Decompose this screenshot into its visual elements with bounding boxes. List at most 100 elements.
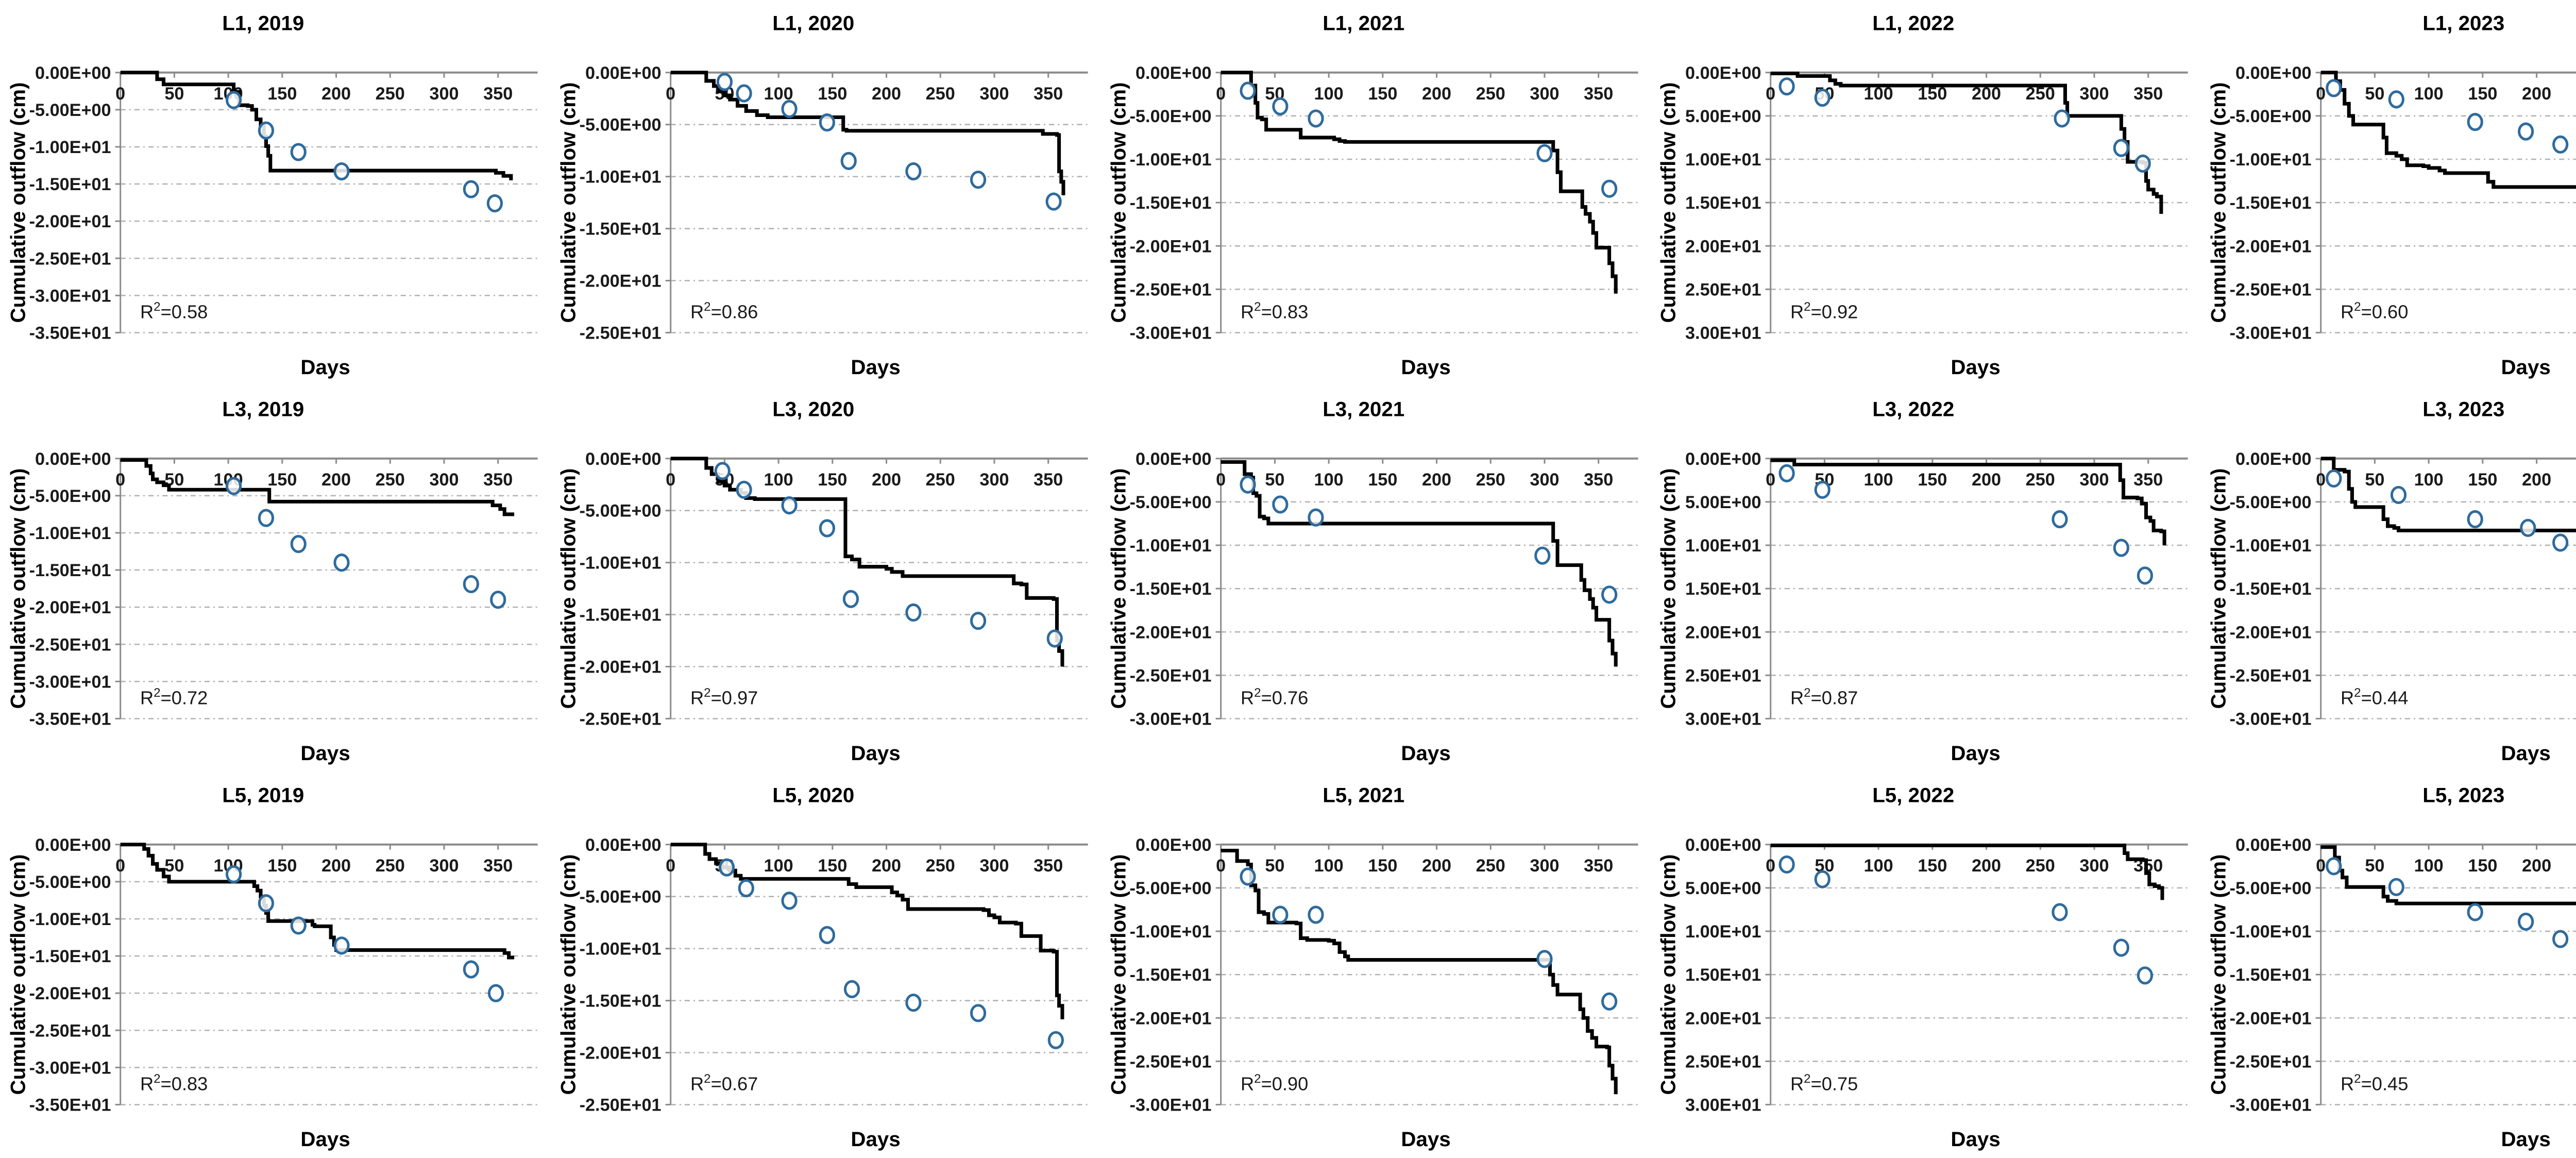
x-tick-label: 300 [429, 856, 459, 876]
y-tick-label: -5.00E+00 [579, 887, 661, 907]
observed-point [905, 162, 922, 181]
x-axis-title: Days [1951, 742, 2001, 765]
observed-point [1601, 179, 1617, 198]
x-axis-title: Days [1951, 356, 2001, 379]
y-tick-label: -3.50E+01 [29, 710, 111, 729]
y-axis-title: Cumulative outflow (cm) [556, 854, 580, 1095]
observed-point [333, 553, 350, 572]
r-squared-annotation: R2=0.75 [1790, 1072, 1858, 1094]
y-tick-label: -5.00E+00 [1129, 493, 1211, 512]
y-tick-label: -1.00E+01 [579, 553, 661, 573]
y-axis-title: Cumulative outflow (cm) [1107, 854, 1130, 1095]
observed-point [1307, 508, 1324, 527]
x-tick-label: 250 [1476, 856, 1505, 876]
y-tick-label: -2.00E+01 [579, 272, 661, 291]
y-tick-label: -1.50E+01 [2230, 965, 2312, 985]
observed-point [333, 162, 350, 181]
y-tick-label: -3.00E+01 [29, 672, 111, 692]
y-tick-label: 1.00E+01 [1685, 536, 1761, 556]
x-tick-label: 0 [1216, 84, 1226, 104]
x-tick-label: 0 [2316, 856, 2326, 876]
x-tick-label: 300 [979, 470, 1009, 490]
x-tick-label: 0 [2316, 470, 2326, 490]
x-tick-label: 250 [925, 856, 955, 876]
simulated-step-line [1221, 71, 1618, 294]
y-tick-label: -5.00E+00 [2230, 879, 2312, 898]
simulated-step-line [670, 457, 1064, 667]
chart-title: L3, 2020 [772, 397, 854, 421]
chart-svg: 0501001502002503003500.00E+00-5.00E+00-1… [2207, 783, 2576, 1151]
y-axis-title: Cumulative outflow (cm) [2207, 468, 2230, 709]
y-tick-label: 0.00E+00 [35, 449, 111, 469]
x-tick-label: 250 [1476, 84, 1505, 104]
x-tick-label: 200 [321, 84, 351, 104]
y-tick-label: -2.50E+01 [579, 1096, 661, 1115]
observed-point [819, 113, 835, 132]
y-tick-label: -1.50E+01 [1129, 579, 1211, 599]
y-tick-label: 0.00E+00 [1685, 449, 1761, 469]
observed-point [1272, 97, 1289, 115]
x-tick-label: 250 [376, 84, 405, 104]
observed-point [225, 91, 242, 109]
chart-panel-l3-2022: 0 50 100 150 200 250 300 350 0.00E+00 5.00E+00 1.0… [1650, 386, 2200, 772]
r-squared-annotation: R2=0.83 [140, 1072, 208, 1094]
y-tick-label: 1.50E+01 [1685, 579, 1761, 599]
x-tick-label: 0 [115, 470, 125, 490]
observed-point [1601, 992, 1617, 1011]
observed-point [1534, 546, 1550, 565]
y-axis-title: Cumulative outflow (cm) [1107, 468, 1130, 709]
y-tick-label: -1.50E+01 [1129, 193, 1211, 213]
y-tick-label: -1.50E+01 [579, 220, 661, 239]
x-tick-label: 350 [1033, 84, 1063, 104]
chart-svg: 0501001502002503003500.00E+00-5.00E+00-1… [6, 11, 538, 379]
observed-point [463, 575, 479, 594]
y-axis-title: Cumulative outflow (cm) [1107, 82, 1130, 323]
x-tick-label: 350 [1033, 856, 1063, 876]
y-tick-label: -5.00E+00 [579, 501, 661, 521]
observed-point [781, 99, 798, 119]
observed-point [225, 477, 242, 495]
y-tick-label: 1.00E+01 [1685, 922, 1761, 942]
y-tick-label: -3.00E+01 [2230, 710, 2312, 729]
y-axis-title: Cumulative outflow (cm) [6, 468, 29, 709]
observed-point [1240, 867, 1256, 886]
chart-title: L1, 2021 [1323, 11, 1404, 35]
x-tick-label: 150 [1368, 84, 1397, 104]
chart-title: L1, 2022 [1873, 11, 1955, 35]
x-tick-label: 150 [818, 84, 847, 104]
x-tick-label: 100 [2414, 856, 2444, 876]
x-tick-label: 350 [1584, 470, 1613, 490]
chart-panel-l5-2021: 0 50 100 150 200 250 300 350 0.00E+00 -5.00E+00 -1… [1100, 772, 1651, 1158]
x-tick-label: 200 [1422, 84, 1451, 104]
y-tick-label: -1.00E+01 [29, 524, 111, 543]
x-tick-label: 150 [1918, 856, 1947, 876]
x-tick-label: 0 [2316, 84, 2326, 104]
y-tick-label: -2.50E+01 [579, 710, 661, 729]
x-tick-label: 100 [1314, 84, 1343, 104]
simulated-step-line [2320, 71, 2576, 189]
chart-svg: 0501001502002503003500.00E+005.00E+001.0… [1657, 11, 2189, 379]
x-tick-label: 100 [1314, 470, 1343, 490]
x-tick-label: 300 [1530, 470, 1559, 490]
x-tick-label: 250 [925, 84, 955, 104]
y-tick-label: -2.00E+01 [29, 984, 111, 1003]
y-tick-label: -5.00E+00 [1129, 879, 1211, 898]
y-tick-label: -2.50E+01 [29, 635, 111, 654]
y-tick-label: -5.00E+00 [2230, 493, 2312, 512]
x-tick-label: 100 [1864, 856, 1893, 876]
observed-point [1536, 144, 1553, 162]
x-tick-label: 0 [1216, 856, 1226, 876]
x-tick-label: 200 [321, 856, 351, 876]
x-tick-label: 150 [267, 856, 297, 876]
observed-point [1778, 855, 1795, 874]
chart-panel-l1-2020: 0 50 100 150 200 250 300 350 0.00E+00 -5.00E+00 -1… [550, 0, 1100, 386]
x-tick-label: 350 [1584, 856, 1613, 876]
observed-point [970, 1004, 986, 1022]
chart-title: L5, 2020 [772, 783, 854, 807]
x-tick-label: 150 [2468, 84, 2497, 104]
chart-title: L3, 2022 [1873, 397, 1955, 421]
y-tick-label: 5.00E+00 [1685, 107, 1761, 126]
